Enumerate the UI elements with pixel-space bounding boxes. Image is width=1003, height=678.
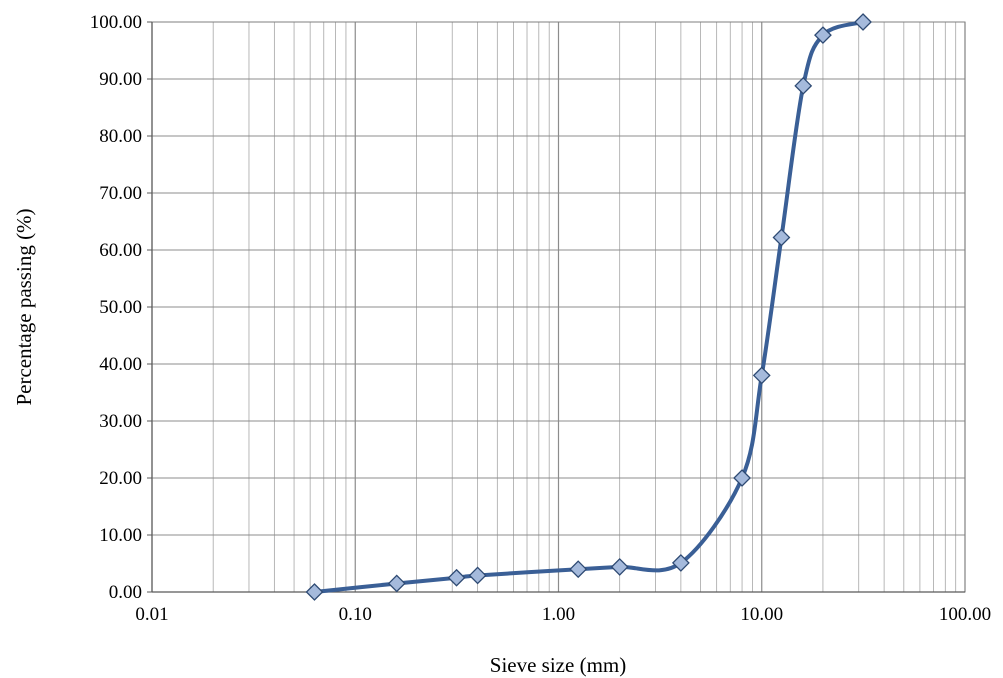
y-tick-label: 20.00 xyxy=(99,468,142,489)
data-point-marker xyxy=(387,574,406,593)
data-point-marker xyxy=(752,366,771,385)
data-point-marker xyxy=(814,26,832,45)
x-tick-label: 0.01 xyxy=(135,604,168,625)
y-tick-label: 40.00 xyxy=(99,354,142,375)
x-tick-label: 0.10 xyxy=(339,604,372,625)
x-tick-label: 1.00 xyxy=(542,604,575,625)
y-tick-label: 90.00 xyxy=(99,69,142,90)
data-point-marker xyxy=(569,560,588,579)
data-markers xyxy=(305,13,872,601)
data-point-marker xyxy=(733,469,751,487)
data-point-marker xyxy=(794,76,813,95)
y-axis-title: Percentage passing (%) xyxy=(12,208,36,405)
data-point-marker xyxy=(610,558,629,576)
data-point-marker xyxy=(447,568,466,587)
y-tick-label: 0.00 xyxy=(109,582,142,603)
y-tick-label: 50.00 xyxy=(99,297,142,318)
data-point-marker xyxy=(772,228,791,247)
data-point-marker xyxy=(671,554,690,572)
x-axis-title: Sieve size (mm) xyxy=(490,653,626,677)
y-tick-label: 100.00 xyxy=(90,12,142,33)
y-tick-label: 60.00 xyxy=(99,240,142,261)
x-tick-label: 10.00 xyxy=(740,604,783,625)
y-tick-label: 70.00 xyxy=(99,183,142,204)
y-tick-labels: 0.00 10.00 20.00 30.00 40.00 50.00 60.00 70.00 8… xyxy=(90,12,142,603)
data-point-marker xyxy=(854,13,872,31)
y-tick-label: 10.00 xyxy=(99,525,142,546)
x-tick-label: 100.00 xyxy=(939,604,991,625)
axes xyxy=(147,21,966,593)
y-tick-label: 80.00 xyxy=(99,126,142,147)
data-point-marker xyxy=(305,583,324,601)
x-tick-labels: 0.01 0.10 1.00 10.00 100.00 xyxy=(135,604,991,625)
data-point-marker xyxy=(468,566,487,585)
y-tick-label: 30.00 xyxy=(99,411,142,432)
